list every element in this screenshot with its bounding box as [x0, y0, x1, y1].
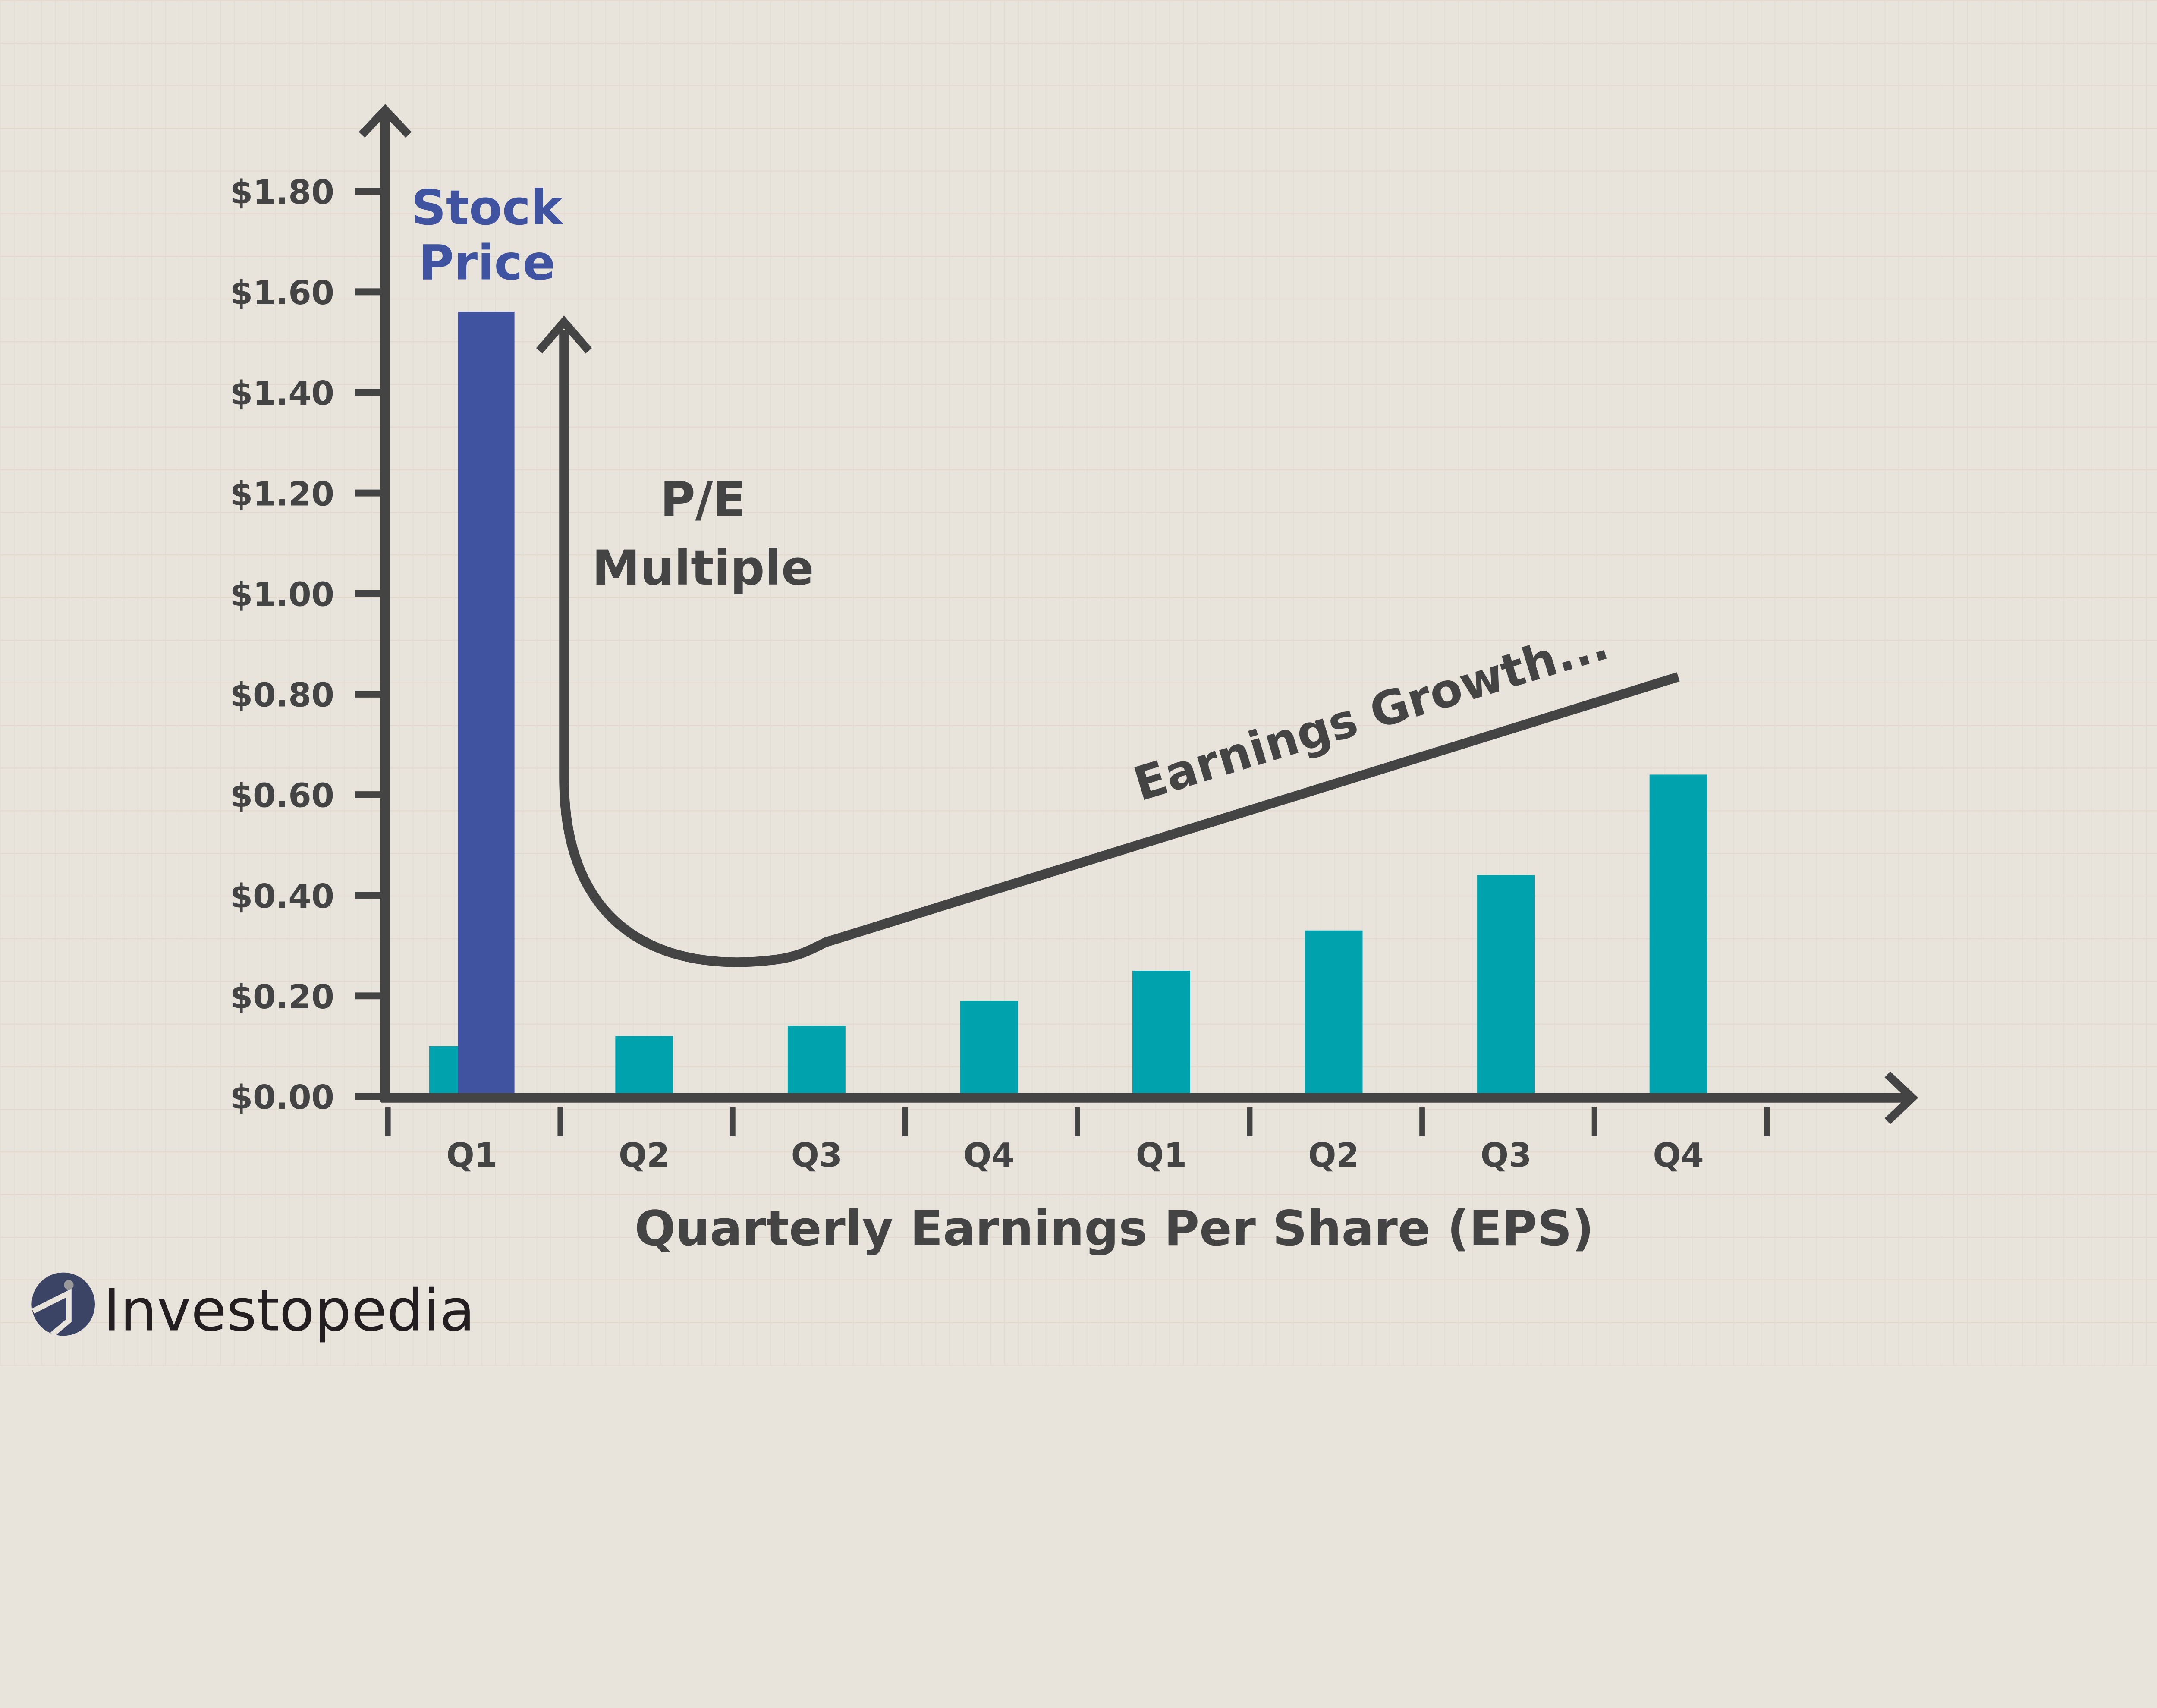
- x-tick-label: Q3: [791, 1136, 842, 1175]
- investopedia-logo: Investopedia: [31, 1272, 475, 1344]
- y-tick-label: $1.60: [230, 274, 334, 312]
- x-tick-label: Q2: [1308, 1136, 1359, 1175]
- logo-mark-icon: [31, 1272, 95, 1336]
- eps-bar-4: [960, 1000, 1018, 1097]
- y-axis-arrow-icon: [358, 104, 412, 138]
- stock-price-label-1: Stock: [411, 180, 564, 236]
- eps-bar-2: [615, 1036, 673, 1097]
- y-tick-label: $1.80: [230, 173, 334, 212]
- bars: [429, 312, 1707, 1097]
- x-ticks: Q1 Q2 Q3 Q4 Q1 Q2 Q3 Q4: [385, 1107, 1770, 1175]
- x-axis-label: Quarterly Earnings Per Share (EPS): [635, 1201, 1594, 1257]
- y-tick-label: $0.00: [230, 1079, 334, 1117]
- y-ticks: $0.00 $0.20 $0.40 $0.60 $0.80 $1.00 $1.20 $1.40…: [230, 173, 385, 1117]
- pe-multiple-curve: [559, 330, 1680, 967]
- eps-bar-3: [787, 1026, 846, 1097]
- pe-arrowhead-icon: [536, 315, 592, 354]
- x-tick-label: Q1: [1136, 1136, 1187, 1175]
- logo-dot-icon: [64, 1280, 74, 1290]
- y-tick-label: $1.40: [230, 374, 334, 413]
- pe-label-1: P/E: [660, 472, 746, 528]
- pe-label-2: Multiple: [592, 540, 814, 596]
- eps-bar-8: [1649, 774, 1707, 1097]
- axes: [358, 104, 1918, 1124]
- logo-zigzag-icon: [31, 1289, 72, 1337]
- y-tick-label: $0.20: [230, 978, 334, 1016]
- y-tick-label: $0.60: [230, 777, 334, 815]
- x-tick-label: Q1: [446, 1136, 497, 1175]
- background-grid: [0, 0, 2157, 1366]
- x-tick-label: Q4: [963, 1136, 1014, 1175]
- eps-bar-7: [1477, 875, 1535, 1097]
- eps-bar-6: [1305, 930, 1363, 1097]
- x-tick-label: Q4: [1653, 1136, 1704, 1175]
- x-tick-label: Q2: [619, 1136, 670, 1175]
- eps-bar-5: [1132, 971, 1190, 1097]
- chart: $0.00 $0.20 $0.40 $0.60 $0.80 $1.00 $1.20 $1.40…: [0, 0, 2157, 1366]
- stock-price-label-2: Price: [418, 235, 555, 291]
- stock-price-bar: [458, 312, 515, 1097]
- logo-text: Investopedia: [103, 1277, 475, 1344]
- y-tick-label: $1.20: [230, 475, 334, 513]
- y-tick-label: $0.80: [230, 676, 334, 715]
- y-tick-label: $1.00: [230, 576, 334, 614]
- x-tick-label: Q3: [1481, 1136, 1531, 1175]
- y-tick-label: $0.40: [230, 878, 334, 916]
- x-axis-arrow-icon: [1884, 1071, 1918, 1124]
